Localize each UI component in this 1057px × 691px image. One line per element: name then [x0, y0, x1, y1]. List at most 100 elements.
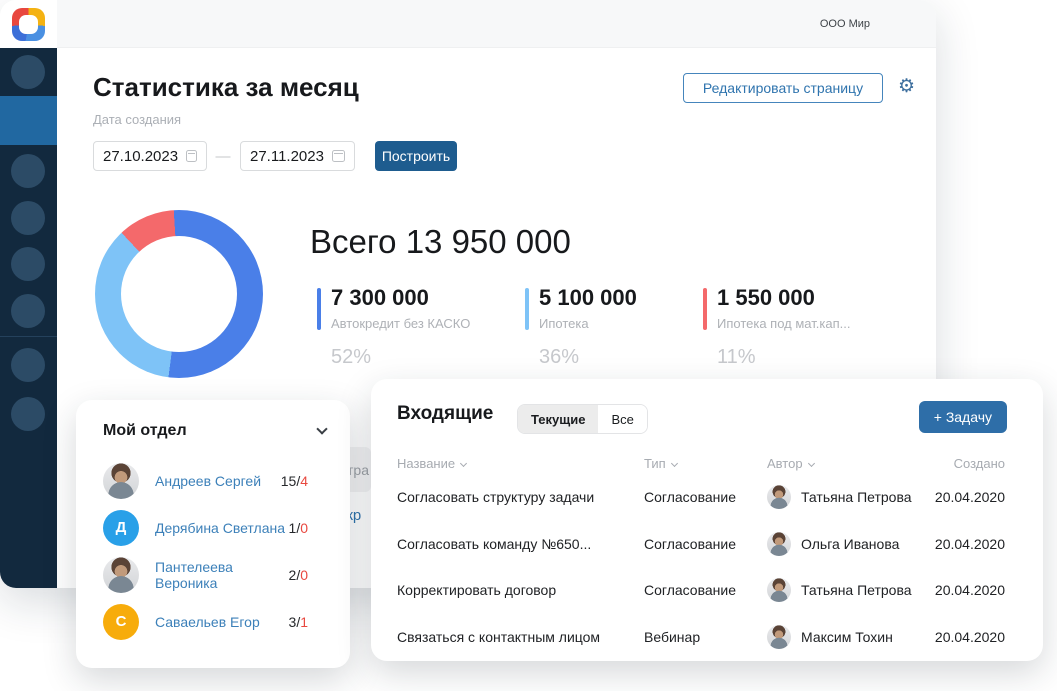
task-created: 20.04.2020 [934, 582, 1005, 599]
chevron-down-icon[interactable] [316, 423, 328, 435]
stat-value: 1 550 000 [717, 285, 815, 310]
stat-bar [703, 288, 707, 330]
avatar: Д [103, 509, 139, 546]
task-author: Татьяна Петрова [767, 578, 919, 603]
column-header-type[interactable]: Тип [644, 456, 767, 471]
date-to-value: 27.11.2023 [250, 147, 324, 165]
sort-chevron-icon [807, 459, 815, 468]
inbox-title: Входящие [397, 403, 494, 424]
member-name-link[interactable]: Дерябина Светлана [155, 519, 286, 536]
stat-percent: 11% [717, 346, 756, 368]
department-member-row: Д Дерябина Светлана 1/0 [76, 504, 350, 551]
inbox-card: Входящие Текущие Все + Задачу Название Т… [371, 379, 1043, 661]
task-type: Согласование [644, 582, 736, 599]
tasks-overdue: 1 [300, 613, 308, 630]
department-member-row: С Саваельев Егор 3/1 [76, 598, 350, 645]
avatar [103, 556, 139, 593]
department-member-row: Пантелеева Вероника 2/0 [76, 551, 350, 598]
author-name: Максим Тохин [801, 628, 893, 645]
department-header: Мой отдел [103, 422, 328, 440]
column-header-name[interactable]: Название [397, 456, 644, 471]
stat-bar [317, 288, 321, 330]
department-member-row: Андреев Сергей 15/4 [76, 457, 350, 504]
task-author: Максим Тохин [767, 624, 919, 649]
logo-ring-icon [12, 7, 45, 41]
column-label: Тип [644, 456, 666, 471]
page-title: Статистика за месяц [93, 72, 359, 102]
member-name-link[interactable]: Саваельев Егор [155, 613, 260, 630]
tasks-total: 15 [280, 472, 297, 489]
avatar [103, 462, 139, 499]
member-name-link[interactable]: Пантелеева Вероника [155, 558, 233, 591]
tab-all[interactable]: Все [598, 405, 647, 433]
avatar [767, 485, 791, 510]
sort-chevron-icon [460, 459, 468, 468]
count-separator: / [296, 472, 301, 489]
tasks-overdue: 0 [300, 566, 308, 583]
task-title: Корректировать договор [397, 582, 557, 599]
date-range-separator: — [215, 147, 231, 165]
tab-current[interactable]: Текущие [518, 405, 599, 433]
task-title: Связаться с контактным лицом [397, 628, 601, 645]
stat-label: Ипотека [539, 316, 589, 331]
edit-page-button[interactable]: Редактировать страницу [683, 73, 883, 103]
sidebar-item-5[interactable] [11, 247, 45, 281]
task-created: 20.04.2020 [934, 535, 1005, 552]
task-count: 1/0 [289, 520, 308, 536]
sidebar-divider [0, 336, 57, 337]
sidebar-item-1[interactable] [11, 55, 45, 89]
chart-total: Всего 13 950 000 [310, 223, 571, 260]
task-author: Ольга Иванова [767, 531, 919, 556]
author-name: Ольга Иванова [801, 535, 900, 552]
table-row[interactable]: Корректировать договор Согласование Тать… [397, 567, 1005, 614]
sidebar-item-7[interactable] [11, 348, 45, 382]
tasks-total: 1 [288, 519, 297, 536]
task-type: Вебинар [644, 628, 701, 645]
tasks-overdue: 4 [300, 472, 308, 489]
stat-label: Ипотека под мат.кап... [717, 316, 851, 331]
gear-icon[interactable]: ⚙ [898, 76, 916, 97]
count-separator: / [296, 566, 301, 583]
avatar: С [103, 603, 139, 640]
sidebar-item-active[interactable] [0, 96, 57, 145]
column-label: Автор [767, 456, 803, 471]
task-count: 2/0 [289, 567, 308, 583]
inbox-table-body: Согласовать структуру задачи Согласовани… [397, 474, 1005, 660]
avatar [767, 624, 791, 649]
task-type: Согласование [644, 489, 736, 506]
member-name-link[interactable]: Андреев Сергей [155, 472, 262, 489]
department-list: Андреев Сергей 15/4 Д Дерябина Светлана … [76, 457, 350, 645]
task-created: 20.04.2020 [934, 628, 1005, 645]
stat-matcapital: 1 550 000 Ипотека под мат.кап... 11% [703, 285, 850, 369]
task-author: Татьяна Петрова [767, 485, 919, 510]
sidebar-item-8[interactable] [11, 397, 45, 431]
task-count: 15/4 [281, 473, 308, 489]
date-to-input[interactable]: 27.11.2023 [240, 141, 355, 171]
task-count: 3/1 [289, 614, 308, 630]
date-from-value: 27.10.2023 [103, 147, 179, 165]
build-button[interactable]: Построить [375, 141, 457, 171]
tasks-overdue: 0 [300, 519, 308, 536]
inbox-tab-group: Текущие Все [517, 404, 648, 434]
app-logo[interactable] [0, 0, 57, 48]
table-row[interactable]: Согласовать команду №650... Согласование… [397, 521, 1005, 568]
table-row[interactable]: Связаться с контактным лицом Вебинар Мак… [397, 614, 1005, 661]
sidebar-item-4[interactable] [11, 201, 45, 235]
company-name: ООО Мир [819, 17, 870, 30]
table-row[interactable]: Согласовать структуру задачи Согласовани… [397, 474, 1005, 521]
add-task-button[interactable]: + Задачу [918, 401, 1007, 433]
date-from-input[interactable]: 27.10.2023 [93, 141, 207, 171]
stat-mortgage: 5 100 000 Ипотека 36% [525, 285, 637, 369]
donut-chart [95, 210, 263, 378]
tasks-total: 2 [288, 566, 297, 583]
count-separator: / [296, 613, 301, 630]
top-bar-right: ООО Мир [57, 0, 936, 48]
tasks-total: 3 [288, 613, 297, 630]
stat-label: Автокредит без КАСКО [331, 316, 471, 331]
column-label: Создано [953, 456, 1005, 471]
column-header-author[interactable]: Автор [767, 456, 919, 471]
sidebar-item-6[interactable] [11, 294, 45, 328]
sidebar-item-3[interactable] [11, 154, 45, 188]
sidebar-nav [0, 48, 57, 588]
